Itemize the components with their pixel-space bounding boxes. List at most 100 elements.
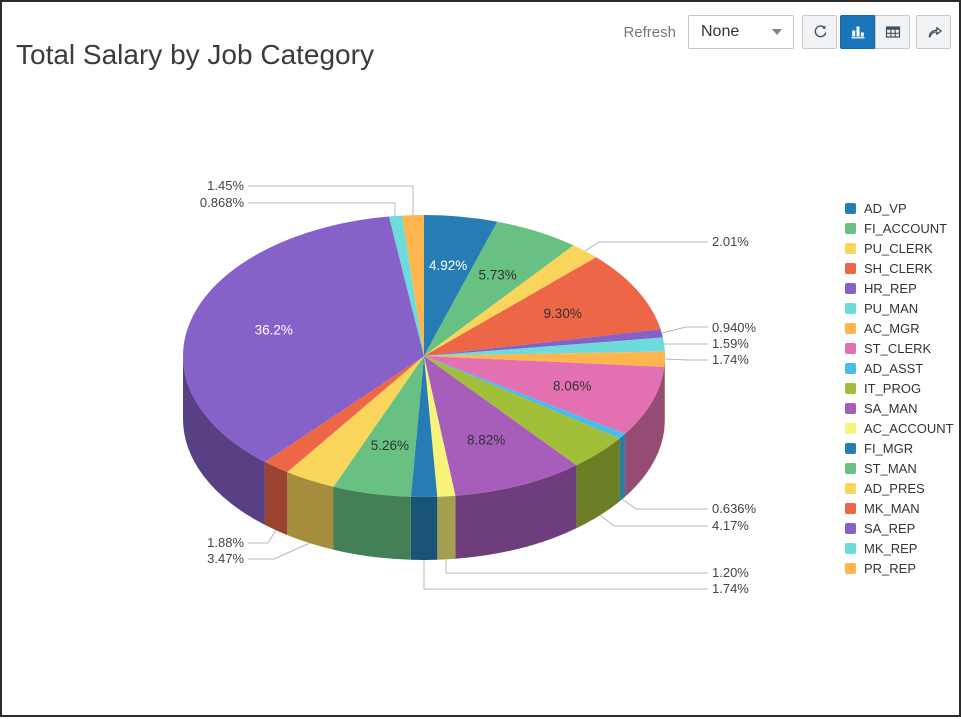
pie-slice-wall-AD_ASST bbox=[619, 433, 626, 502]
legend-swatch bbox=[845, 562, 856, 574]
legend-item-FI_MGR[interactable]: FI_MGR bbox=[845, 438, 954, 458]
table-grid-icon bbox=[884, 23, 902, 41]
pie-slice-SA_REP[interactable] bbox=[183, 216, 424, 462]
legend-label: AD_ASST bbox=[864, 360, 924, 376]
value-label-PR_REP: 1.45% bbox=[207, 178, 244, 193]
value-label-AC_ACCOUNT: 1.20% bbox=[712, 565, 749, 580]
refresh-select[interactable]: None bbox=[688, 15, 794, 49]
pie-slice-PU_MAN[interactable] bbox=[424, 337, 665, 357]
legend-label: IT_PROG bbox=[864, 380, 922, 396]
value-label-FI_MGR: 1.74% bbox=[712, 581, 749, 596]
legend-swatch bbox=[845, 542, 856, 554]
legend-item-AC_ACCOUNT[interactable]: AC_ACCOUNT bbox=[845, 418, 954, 438]
pie-slice-wall-FI_MGR bbox=[410, 496, 438, 561]
callout-line-FI_MGR bbox=[423, 560, 708, 590]
refresh-icon bbox=[811, 23, 829, 41]
legend-swatch bbox=[845, 502, 856, 514]
pie-slice-ST_MAN[interactable] bbox=[333, 356, 425, 497]
legend-label: AC_ACCOUNT bbox=[864, 420, 954, 436]
legend-item-MK_REP[interactable]: MK_REP bbox=[845, 538, 954, 558]
callout-line-MK_REP bbox=[248, 202, 396, 216]
legend-label: AC_MGR bbox=[864, 320, 920, 336]
legend-swatch bbox=[845, 522, 856, 534]
pie-slice-AD_PRES[interactable] bbox=[287, 356, 424, 487]
legend-label: PR_REP bbox=[864, 560, 917, 576]
legend-item-PU_CLERK[interactable]: PU_CLERK bbox=[845, 238, 954, 258]
legend-swatch bbox=[845, 342, 856, 354]
legend-swatch bbox=[845, 282, 856, 294]
pie-slice-SH_CLERK[interactable] bbox=[424, 257, 661, 356]
callout-line-HR_REP bbox=[661, 326, 708, 334]
legend-swatch bbox=[845, 242, 856, 254]
legend-label: SA_REP bbox=[864, 520, 916, 536]
value-label-MK_MAN: 1.88% bbox=[207, 535, 244, 550]
callout-line-AC_ACCOUNT bbox=[445, 559, 708, 574]
pie-slice-AC_MGR[interactable] bbox=[424, 351, 666, 367]
legend-swatch bbox=[845, 202, 856, 214]
pie-slice-AD_ASST[interactable] bbox=[424, 356, 626, 439]
callout-line-AC_MGR bbox=[664, 358, 708, 361]
value-label-PU_CLERK: 2.01% bbox=[712, 234, 749, 249]
legend-label: PU_CLERK bbox=[864, 240, 933, 256]
legend-swatch bbox=[845, 262, 856, 274]
pie-slice-wall-AC_MGR bbox=[664, 356, 666, 430]
legend-swatch bbox=[845, 322, 856, 334]
legend-item-SA_REP[interactable]: SA_REP bbox=[845, 518, 954, 538]
pie-slice-AC_ACCOUNT[interactable] bbox=[424, 356, 456, 497]
callout-line-PR_REP bbox=[248, 185, 414, 215]
pie-slice-AD_VP[interactable] bbox=[424, 215, 498, 356]
value-label-HR_REP: 0.940% bbox=[712, 320, 757, 335]
callout-line-AD_PRES bbox=[248, 542, 311, 560]
legend-item-HR_REP[interactable]: HR_REP bbox=[845, 278, 954, 298]
legend-item-ST_MAN[interactable]: ST_MAN bbox=[845, 458, 954, 478]
legend-item-AD_PRES[interactable]: AD_PRES bbox=[845, 478, 954, 498]
chevron-down-icon bbox=[772, 29, 782, 35]
callout-line-AD_ASST bbox=[621, 498, 708, 510]
pie-slice-SA_MAN[interactable] bbox=[424, 356, 577, 496]
chart-legend: AD_VP FI_ACCOUNT PU_CLERK SH_CLERK HR_REP PU_… bbox=[845, 198, 954, 578]
refresh-data-button[interactable] bbox=[802, 15, 837, 49]
legend-swatch bbox=[845, 222, 856, 234]
chart-toolbar: Refresh None bbox=[623, 15, 951, 49]
pie-slice-PU_CLERK[interactable] bbox=[424, 245, 597, 356]
legend-swatch bbox=[845, 402, 856, 414]
callout-line-MK_MAN bbox=[248, 529, 277, 544]
legend-item-PR_REP[interactable]: PR_REP bbox=[845, 558, 954, 578]
legend-label: ST_CLERK bbox=[864, 340, 932, 356]
legend-item-PU_MAN[interactable]: PU_MAN bbox=[845, 298, 954, 318]
pie-slice-PR_REP[interactable] bbox=[402, 215, 424, 356]
grid-view-button[interactable] bbox=[875, 15, 910, 49]
chart-view-button[interactable] bbox=[840, 15, 875, 49]
pie-slice-IT_PROG[interactable] bbox=[424, 356, 620, 466]
legend-label: SH_CLERK bbox=[864, 260, 933, 276]
share-arrow-icon bbox=[925, 23, 943, 41]
pie-slice-HR_REP[interactable] bbox=[424, 329, 663, 356]
legend-label: AD_VP bbox=[864, 200, 907, 216]
pie-slice-MK_MAN[interactable] bbox=[264, 356, 424, 473]
legend-item-AC_MGR[interactable]: AC_MGR bbox=[845, 318, 954, 338]
legend-label: AD_PRES bbox=[864, 480, 925, 496]
pie-slice-FI_ACCOUNT[interactable] bbox=[424, 221, 574, 356]
value-label-PU_MAN: 1.59% bbox=[712, 336, 749, 351]
legend-item-FI_ACCOUNT[interactable]: FI_ACCOUNT bbox=[845, 218, 954, 238]
legend-swatch bbox=[845, 462, 856, 474]
pie-slice-FI_MGR[interactable] bbox=[410, 356, 438, 498]
value-label-AD_ASST: 0.636% bbox=[712, 501, 757, 516]
pie-slice-MK_REP[interactable] bbox=[389, 215, 424, 356]
pie-slice-ST_CLERK[interactable] bbox=[424, 356, 665, 434]
legend-item-ST_CLERK[interactable]: ST_CLERK bbox=[845, 338, 954, 358]
legend-swatch bbox=[845, 442, 856, 454]
legend-item-AD_ASST[interactable]: AD_ASST bbox=[845, 358, 954, 378]
legend-item-SA_MAN[interactable]: SA_MAN bbox=[845, 398, 954, 418]
legend-label: HR_REP bbox=[864, 280, 917, 296]
value-label-IT_PROG: 4.17% bbox=[712, 518, 749, 533]
pie-slice-wall-ST_MAN bbox=[333, 486, 411, 560]
pie-slice-wall-AC_ACCOUNT bbox=[437, 495, 456, 560]
legend-label: ST_MAN bbox=[864, 460, 917, 476]
legend-item-IT_PROG[interactable]: IT_PROG bbox=[845, 378, 954, 398]
legend-item-MK_MAN[interactable]: MK_MAN bbox=[845, 498, 954, 518]
legend-item-AD_VP[interactable]: AD_VP bbox=[845, 198, 954, 218]
share-button[interactable] bbox=[916, 15, 951, 49]
legend-item-SH_CLERK[interactable]: SH_CLERK bbox=[845, 258, 954, 278]
legend-label: SA_MAN bbox=[864, 400, 918, 416]
